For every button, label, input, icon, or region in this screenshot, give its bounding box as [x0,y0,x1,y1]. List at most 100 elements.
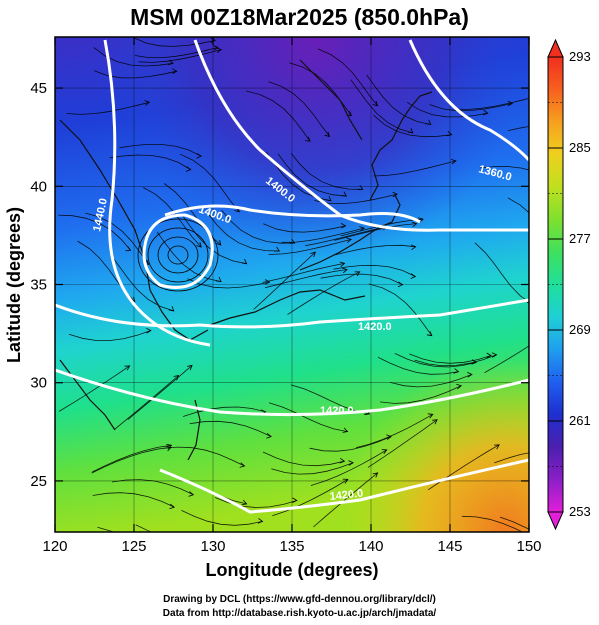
contour-label: 1420.0 [358,321,392,333]
streamline [137,218,219,292]
streamline-arrow [491,352,498,358]
streamline [507,126,529,131]
colorbar: 293 285 277 269 261 253 [547,38,591,531]
streamline [474,242,529,303]
streamline-arrow [432,419,438,425]
streamline [268,239,352,255]
y-tick-label: 45 [30,80,47,97]
streamline [263,223,346,233]
streamline [85,212,149,265]
x-tick-label: 150 [516,538,541,555]
colorbar-label: 293 [569,49,591,64]
streamline-arrow [486,352,492,359]
streamline-arrow [346,237,352,243]
streamline [310,449,387,486]
streamline [66,101,150,115]
streamline-arrow [494,444,500,450]
streamline [373,160,456,177]
streamline-arrow [425,119,432,126]
streamline-arrow [266,433,272,439]
credit-line-data: Data from http://database.rish.kyoto-u.a… [162,608,437,619]
streamline [181,510,263,526]
y-tick-label: 40 [30,178,47,195]
streamline-arrow [215,240,222,246]
streamline-arrow [215,276,222,283]
streamline [246,90,311,142]
streamline-arrow [354,271,361,277]
streamline [138,49,222,63]
streamline [494,452,529,464]
streamline-arrow [324,131,331,137]
streamline [414,354,497,367]
streamline-arrow [456,383,463,390]
streamline [262,262,345,283]
y-tick-label: 30 [30,375,47,392]
colorbar-label: 269 [569,322,591,337]
streamline [109,154,191,170]
streamline-arrow [572,451,577,456]
streamline-arrow [124,365,131,371]
streamline [181,214,247,265]
credit-line-drawing: Drawing by DCL (https://www.gfd-dennou.o… [163,594,436,605]
streamline [333,264,416,277]
streamline-arrow [386,434,392,440]
streamline-arrow [411,221,418,228]
streamline-arrow [168,306,175,312]
streamline-arrow [146,327,152,334]
streamline [163,446,245,467]
colorbar-label: 253 [569,504,591,519]
streamline-arrow [341,191,348,197]
streamline-arrow [407,128,414,134]
streamline [484,345,529,373]
streamline-arrow [213,45,219,51]
streamline [305,226,388,247]
streamline [394,353,477,368]
streamline [119,144,202,157]
y-tick-label: 35 [30,277,47,294]
streamline [499,516,529,530]
streamline [390,374,473,388]
streamline-arrow [185,166,192,172]
streamline [368,283,433,336]
streamline-arrow [168,59,174,66]
colorbar-label: 285 [569,140,591,155]
streamline-arrow [574,541,579,546]
streamline [281,227,365,243]
streamline-arrow [410,244,417,251]
streamline [406,101,488,118]
streamline-arrow [196,242,202,248]
x-tick-label: 125 [121,538,146,555]
streamline-arrow [426,330,433,337]
streamline [180,153,240,213]
streamline [221,210,295,244]
streamline-arrow [348,460,354,466]
y-tick-label: 25 [30,473,47,490]
streamline [189,420,272,437]
streamline [58,214,131,251]
streamline-arrow [241,499,248,505]
streamline [134,47,218,58]
streamline-arrow [339,261,346,267]
credits: Drawing by DCL (https://www.gfd-dennou.o… [0,593,599,621]
streamline-arrow [264,279,271,285]
streamline [289,62,352,116]
streamline-arrow [446,131,453,137]
streamline-arrow [173,374,180,381]
streamline [135,524,152,532]
streamline [94,70,177,79]
streamline [320,273,403,286]
y-axis-title: Latitude (degrees) [4,207,24,363]
streamline-arrow [210,37,216,44]
streamline-arrow [292,497,298,504]
streamline-arrow [372,472,379,478]
streamline-arrow [359,226,365,232]
streamline-arrow [533,95,538,100]
streamline-arrow [467,372,473,378]
streamline [314,193,398,205]
streamline-arrow [196,153,202,159]
streamline [91,447,172,474]
streamline-arrow [289,238,296,244]
streamline-arrow [171,553,176,558]
streamline-arrow [507,100,514,107]
